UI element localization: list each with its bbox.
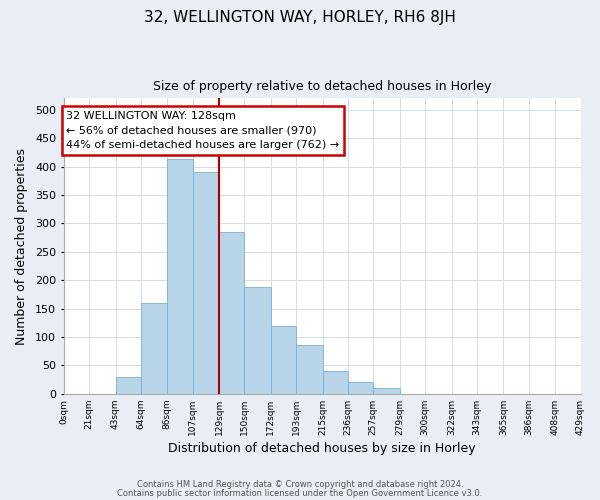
X-axis label: Distribution of detached houses by size in Horley: Distribution of detached houses by size … xyxy=(168,442,476,455)
Bar xyxy=(167,159,193,394)
Bar xyxy=(323,371,348,394)
Bar xyxy=(348,382,373,394)
Title: Size of property relative to detached houses in Horley: Size of property relative to detached ho… xyxy=(153,80,491,93)
Y-axis label: Number of detached properties: Number of detached properties xyxy=(15,148,28,344)
Bar xyxy=(141,303,167,394)
Text: 32 WELLINGTON WAY: 128sqm
← 56% of detached houses are smaller (970)
44% of semi: 32 WELLINGTON WAY: 128sqm ← 56% of detac… xyxy=(66,111,339,150)
Text: Contains public sector information licensed under the Open Government Licence v3: Contains public sector information licen… xyxy=(118,490,482,498)
Bar xyxy=(219,232,244,394)
Bar xyxy=(373,388,400,394)
Bar xyxy=(193,172,219,394)
Text: Contains HM Land Registry data © Crown copyright and database right 2024.: Contains HM Land Registry data © Crown c… xyxy=(137,480,463,489)
Bar xyxy=(271,326,296,394)
Bar xyxy=(116,377,141,394)
Bar xyxy=(244,287,271,394)
Text: 32, WELLINGTON WAY, HORLEY, RH6 8JH: 32, WELLINGTON WAY, HORLEY, RH6 8JH xyxy=(144,10,456,25)
Bar xyxy=(296,345,323,394)
